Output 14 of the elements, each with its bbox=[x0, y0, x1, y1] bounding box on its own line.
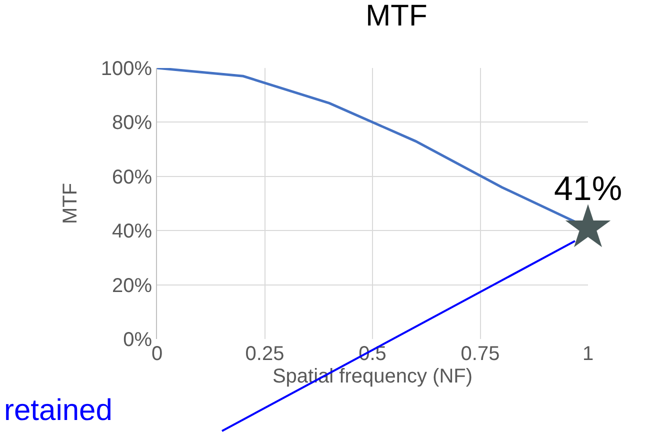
annotation: 41% bbox=[554, 170, 622, 208]
x-tick-label: 1 bbox=[582, 343, 594, 365]
y-tick-label: 0% bbox=[123, 329, 152, 351]
x-tick-label: 0.25 bbox=[245, 343, 284, 365]
y-tick-label: 100% bbox=[100, 58, 152, 80]
y-tick-label: 80% bbox=[112, 112, 152, 134]
y-tick-label: 60% bbox=[112, 166, 152, 188]
y-tick-label: 20% bbox=[112, 274, 152, 297]
y-tick-label: 40% bbox=[112, 220, 152, 243]
x-tick-label: 0 bbox=[151, 343, 163, 365]
y-axis-title: MTF bbox=[59, 182, 82, 224]
text: retained bbox=[4, 394, 112, 428]
x-tick-label: 0.75 bbox=[460, 343, 500, 365]
chart-title: MTF bbox=[366, 0, 428, 32]
